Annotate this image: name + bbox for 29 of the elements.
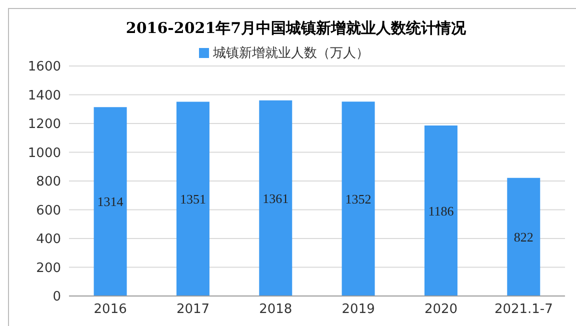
legend-label: 城镇新增就业人数（万人） bbox=[213, 46, 369, 61]
bar bbox=[507, 178, 540, 296]
y-tick-label: 800 bbox=[36, 174, 61, 190]
bar bbox=[176, 102, 210, 296]
bar bbox=[94, 107, 127, 296]
data-label: 1314 bbox=[97, 194, 124, 210]
chart-title: 2016-2021年7月中国城镇新增就业人数统计情况 bbox=[124, 19, 468, 38]
y-tick-label: 1600 bbox=[28, 60, 61, 75]
y-tick-label: 1400 bbox=[28, 88, 61, 104]
y-tick-label: 600 bbox=[36, 203, 61, 218]
y-tick-label: 1200 bbox=[28, 117, 61, 132]
data-label: 1361 bbox=[262, 190, 289, 206]
y-tick-label: 1000 bbox=[28, 146, 61, 161]
bar bbox=[259, 100, 292, 296]
y-tick-label: 200 bbox=[36, 260, 61, 276]
bar bbox=[342, 102, 375, 296]
x-tick-label: 2017 bbox=[176, 302, 210, 318]
x-tick-label: 2016 bbox=[94, 302, 127, 318]
data-label: 1352 bbox=[345, 191, 372, 206]
data-label: 822 bbox=[514, 230, 534, 245]
x-tick-label: 2018 bbox=[259, 302, 292, 318]
x-tick-label: 2019 bbox=[342, 302, 375, 318]
bar bbox=[424, 126, 458, 296]
data-label: 1351 bbox=[180, 192, 206, 207]
data-label: 1186 bbox=[428, 203, 454, 218]
x-tick-label: 2021.1-7 bbox=[494, 302, 553, 318]
y-tick-label: 400 bbox=[36, 232, 61, 248]
y-tick-label: 0 bbox=[52, 290, 61, 305]
x-tick-label: 2020 bbox=[424, 302, 458, 318]
